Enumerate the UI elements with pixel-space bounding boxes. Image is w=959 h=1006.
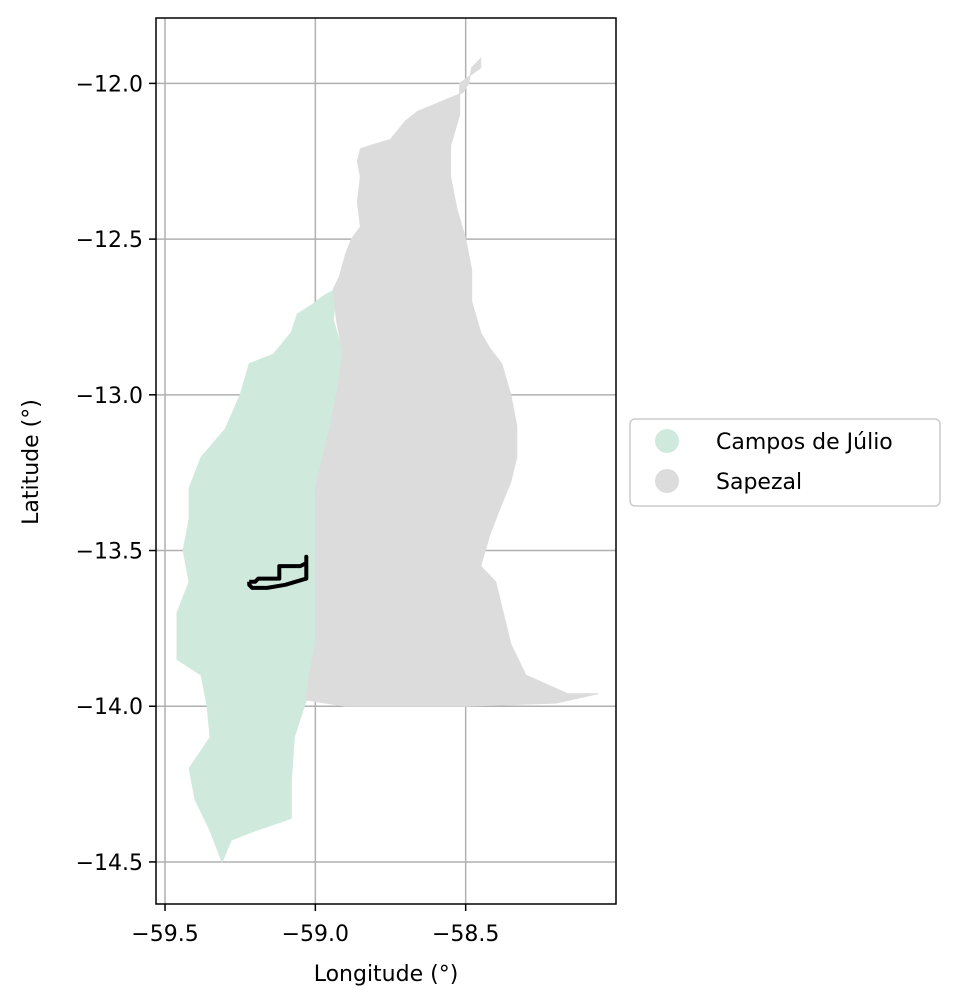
- region-sapezal: [305, 57, 599, 707]
- regions: [176, 57, 599, 864]
- y-tick-label: −12.0: [76, 72, 143, 97]
- legend-marker: [655, 469, 679, 493]
- x-tick-label: −59.5: [131, 922, 198, 947]
- legend-label: Sapezal: [716, 470, 802, 495]
- boundary-line: [247, 554, 309, 590]
- legend: Campos de Júlio Sapezal: [629, 418, 941, 507]
- y-tick-label: −14.0: [76, 695, 143, 720]
- y-tick-label: −14.5: [76, 851, 143, 876]
- x-axis-label: Longitude (°): [314, 962, 459, 987]
- legend-box: [629, 418, 941, 507]
- y-axis-label: Latitude (°): [19, 399, 44, 525]
- x-tick-label: −58.5: [432, 922, 499, 947]
- legend-marker: [655, 429, 679, 453]
- x-tick-label: −59.0: [282, 922, 349, 947]
- y-tick-label: −12.5: [76, 228, 143, 253]
- y-tick-label: −13.5: [76, 540, 143, 565]
- legend-label: Campos de Júlio: [716, 430, 893, 455]
- boundary-line-layer: [247, 554, 309, 590]
- axis-ticks: −59.5 −59.0 −58.5 −12.0 −12.5 −13.0 −13.5 −14.0…: [76, 72, 500, 947]
- y-tick-label: −13.0: [76, 384, 143, 409]
- plot-frame: [155, 17, 617, 905]
